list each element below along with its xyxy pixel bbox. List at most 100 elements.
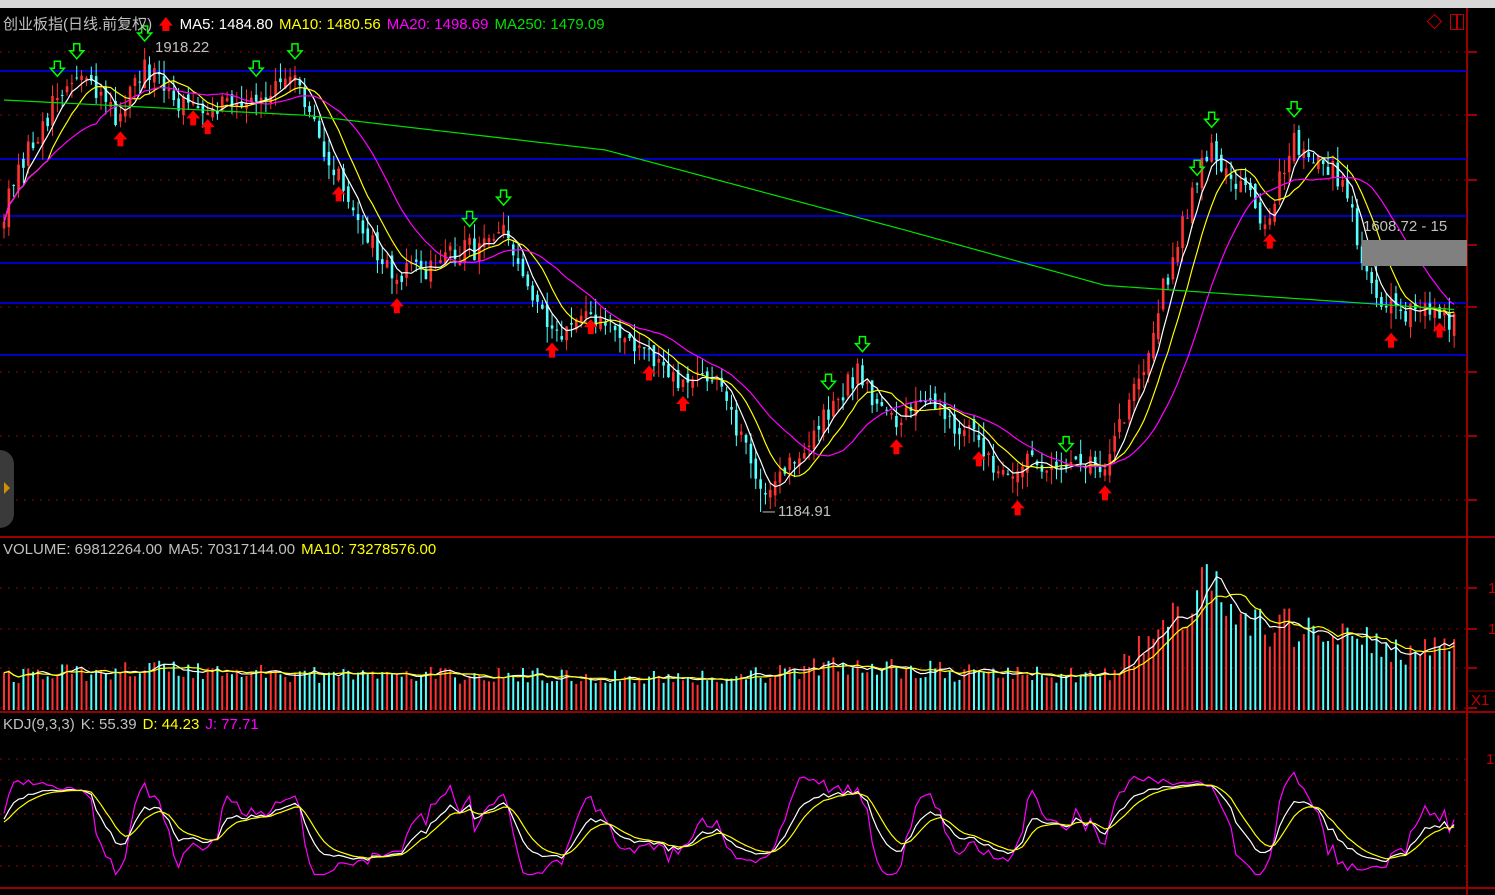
candle-body: [1166, 277, 1170, 285]
stock-chart[interactable]: [0, 8, 1495, 895]
candle-body: [1123, 422, 1126, 424]
candle-body: [114, 100, 117, 126]
volume-ma10-value: MA10: 73278576.00: [301, 541, 437, 558]
candle-body: [148, 64, 151, 81]
candle-body: [492, 239, 496, 241]
candle-body: [1069, 461, 1073, 465]
candle-body: [769, 489, 772, 498]
candle-body: [468, 237, 471, 245]
sell-signal-down-arrow-icon: [853, 335, 872, 353]
candle-body: [1181, 216, 1184, 249]
candle-body: [686, 373, 690, 383]
candle-body: [332, 169, 336, 176]
candle-body: [206, 112, 209, 116]
range-label: 1608.72 - 15: [1363, 218, 1448, 235]
candle-body: [400, 275, 403, 282]
candle-body: [866, 382, 869, 384]
candle-body: [366, 228, 370, 243]
candle-body: [288, 76, 292, 84]
candle-body: [36, 141, 40, 144]
candle-body: [1220, 154, 1223, 172]
sell-signal-down-arrow-icon: [68, 42, 86, 60]
candle-body: [356, 214, 360, 221]
candle-body: [1195, 183, 1199, 185]
kdj-axis-label: 1: [1486, 751, 1495, 768]
candle-body: [279, 78, 282, 83]
candle-body: [1346, 179, 1349, 199]
sell-signal-down-arrow-icon: [48, 60, 67, 78]
candle-body: [1064, 464, 1068, 468]
candle-body: [1452, 313, 1456, 336]
candle-body: [744, 435, 748, 443]
candle-body: [487, 238, 491, 243]
candle-body: [705, 371, 709, 382]
candle-body: [749, 443, 753, 464]
candle-body: [982, 437, 985, 457]
candle-body: [153, 68, 156, 83]
candle-body: [1258, 202, 1262, 224]
candle-body: [710, 380, 714, 382]
volume-unit-label: X1: [1471, 692, 1490, 709]
candle-body: [754, 458, 758, 479]
candle-body: [589, 312, 593, 315]
candle-body: [1239, 181, 1243, 193]
candle-body: [565, 326, 568, 341]
candle-body: [395, 279, 399, 285]
candle-body: [2, 222, 6, 229]
split-view-icon[interactable]: [1450, 14, 1464, 30]
kdj-d-value: D: 44.23: [142, 716, 200, 733]
candle-body: [875, 399, 879, 404]
kdj-panel-header: KDJ(9,3,3) K: 55.39 D: 44.23 J: 77.71: [3, 716, 265, 733]
candle-body: [657, 359, 661, 363]
volume-panel-header: VOLUME: 69812264.00 MA5: 70317144.00 MA10:…: [3, 541, 442, 558]
candle-body: [473, 238, 476, 261]
candle-body: [1326, 166, 1330, 175]
side-panel-toggle[interactable]: [0, 450, 14, 528]
candle-body: [196, 106, 200, 109]
candle-body: [376, 232, 379, 261]
high-price-label: 1918.22: [155, 39, 210, 56]
sell-signal-down-arrow-icon: [1188, 159, 1206, 177]
candle-body: [1205, 156, 1209, 162]
candle-body: [17, 164, 20, 191]
candle-body: [1118, 418, 1121, 433]
sell-signal-down-arrow-icon: [135, 25, 154, 43]
candle-body: [967, 425, 971, 428]
volume-axis-label: 1: [1488, 580, 1495, 597]
candle-body: [31, 142, 35, 149]
candle-body: [1137, 378, 1141, 390]
buy-signal-up-arrow-icon: [1097, 485, 1112, 501]
candle-body: [696, 372, 699, 374]
candle-body: [123, 108, 127, 117]
candle-body: [545, 304, 549, 327]
candle-body: [201, 103, 205, 114]
candle-body: [1448, 313, 1451, 330]
candle-body: [1045, 470, 1049, 473]
kdj-name: KDJ(9,3,3): [3, 716, 75, 733]
candle-body: [1273, 203, 1276, 222]
candle-body: [381, 259, 384, 265]
candle-body: [1234, 183, 1238, 189]
candle-body: [1224, 168, 1228, 178]
sell-signal-down-arrow-icon: [1285, 101, 1303, 118]
candle-body: [497, 231, 500, 234]
candle-body: [575, 319, 578, 330]
candle-body: [1404, 311, 1407, 322]
candle-body: [1394, 293, 1398, 307]
candle-body: [1011, 476, 1015, 479]
candle-body: [996, 471, 1000, 474]
candle-body: [827, 409, 830, 420]
candle-body: [1433, 309, 1437, 318]
ma250-line: [3, 99, 1455, 311]
kdj-j-value: J: 77.71: [205, 716, 259, 733]
candle-body: [119, 113, 122, 122]
volume-axis-label: 1: [1488, 621, 1495, 638]
candle-body: [240, 101, 243, 108]
candle-body: [143, 59, 146, 89]
candle-body: [162, 76, 166, 91]
candle-body: [948, 415, 952, 417]
candle-body: [642, 347, 646, 349]
candle-body: [1152, 332, 1155, 359]
candle-body: [526, 274, 530, 287]
candle-body: [1030, 450, 1034, 456]
